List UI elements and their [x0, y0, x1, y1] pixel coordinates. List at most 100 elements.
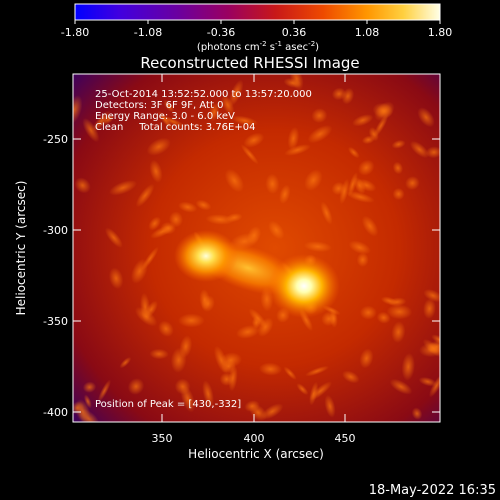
ripple-blob: [224, 168, 245, 193]
ripple-blob: [341, 87, 355, 105]
ripple-blob: [82, 381, 97, 393]
ripple-blob: [208, 102, 220, 122]
ripple-blob: [279, 184, 291, 204]
ripple-blob: [283, 366, 297, 380]
ripple-blob: [127, 378, 145, 395]
ripple-blob: [391, 139, 406, 149]
info-algorithm-counts: Clean Total counts: 3.76E+04: [95, 122, 255, 133]
ripple-blob: [411, 407, 423, 420]
ripple-blob: [221, 359, 236, 374]
ripple-blob: [284, 144, 311, 156]
ripple-blob: [423, 298, 436, 319]
ripple-blob: [160, 221, 176, 235]
colorbar-tick-label: -1.08: [134, 26, 162, 39]
ripple-blob: [259, 362, 282, 376]
ripple-blob: [202, 380, 214, 408]
ripple-blob: [287, 126, 300, 151]
ripple-blob: [321, 311, 337, 327]
ripple-blob: [158, 320, 174, 337]
x-tick-label: 450: [335, 432, 356, 445]
colorbar-tick-label: -0.36: [207, 26, 235, 39]
ripple-blob: [160, 115, 185, 128]
ripple-blob: [331, 181, 346, 196]
source-east-peak: [268, 254, 340, 318]
colorbar-units: (photons cm-2 s-1 asec-2): [197, 40, 319, 53]
ripple-blob: [431, 334, 440, 345]
ripple-blob: [401, 352, 415, 381]
ripple-blob: [352, 114, 374, 127]
ripple-blob: [347, 146, 360, 159]
ripple-blob: [359, 348, 374, 369]
ripple-blob: [105, 227, 123, 248]
colorbar: -1.80 -1.08 -0.36 0.36 1.08 1.80 (photon…: [61, 3, 453, 53]
peak-position: Position of Peak = [430,-332]: [95, 399, 241, 410]
ripple-blob: [268, 220, 285, 240]
colorbar-tick-label: -1.80: [61, 26, 89, 39]
ripple-blob: [392, 187, 405, 201]
ripple-blob: [417, 107, 435, 128]
ripple-blob: [392, 161, 404, 175]
ripple-blob: [73, 95, 83, 124]
ripple-blob: [148, 216, 162, 231]
ripple-blob: [83, 394, 92, 409]
colorbar-tick-label: 1.80: [428, 26, 453, 39]
hxr-image: [73, 74, 440, 422]
ripple-blob: [261, 403, 284, 420]
ripple-blob: [244, 400, 260, 412]
ripple-blob: [149, 348, 169, 360]
ripple-blob: [135, 183, 155, 208]
ripple-blob: [359, 305, 377, 320]
ripple-blob: [357, 159, 375, 176]
ripple-blob: [307, 125, 333, 144]
ripple-blob: [170, 347, 187, 373]
ripple-blob: [174, 378, 191, 395]
y-tick-label: -350: [43, 315, 68, 328]
ripple-blob: [304, 169, 323, 191]
ripple-blob: [361, 215, 379, 237]
ripple-blob: [141, 246, 159, 271]
plot-frame: [72, 73, 441, 423]
ripple-blob: [231, 115, 259, 126]
ripple-blob: [109, 180, 137, 196]
ripple-blob: [409, 140, 430, 159]
ripple-blob: [225, 213, 243, 223]
ripple-blob: [303, 241, 333, 253]
y-tick-label: -400: [43, 406, 68, 419]
ripple-blob: [82, 118, 100, 143]
plot-title: Reconstructed RHESSI Image: [140, 54, 359, 72]
ripple-blob: [425, 146, 440, 159]
ripple-blob: [405, 176, 420, 191]
ripple-blob: [265, 173, 280, 195]
ripple-blob: [418, 376, 437, 387]
ripple-blob: [305, 365, 330, 377]
ripple-blob: [146, 137, 171, 156]
ripple-blob: [324, 394, 336, 418]
info-detectors: Detectors: 3F 6F 9F, Att 0: [95, 100, 223, 111]
ripple-blob: [361, 135, 375, 145]
ripple-blob: [240, 144, 259, 165]
ripple-blob: [386, 304, 413, 320]
ripple-blob: [75, 399, 91, 422]
colorbar-tick-label: 0.36: [282, 26, 307, 39]
ripple-blob: [149, 159, 163, 183]
ripple-blob: [348, 240, 371, 255]
ripple-blob: [219, 372, 234, 386]
ripple-blob: [428, 373, 440, 398]
y-axis-label: Heliocentric Y (arcsec): [14, 181, 28, 316]
ripple-blob: [388, 297, 407, 307]
ripple-blob: [356, 252, 369, 267]
ripple-blob: [134, 306, 158, 327]
ripple-blob: [296, 383, 309, 395]
timestamp: 18-May-2022 16:35: [369, 483, 496, 498]
ripple-blob: [243, 132, 265, 148]
x-tick-label: 350: [152, 432, 173, 445]
ripple-blob: [74, 177, 91, 194]
ripple-blob: [309, 381, 332, 401]
ripple-blob: [178, 201, 198, 213]
ripple-blob: [97, 379, 111, 403]
axis-ticks: [73, 74, 440, 422]
ripple-blob: [353, 177, 366, 195]
y-tick-label: -250: [43, 133, 68, 146]
ripple-blob: [201, 295, 215, 312]
